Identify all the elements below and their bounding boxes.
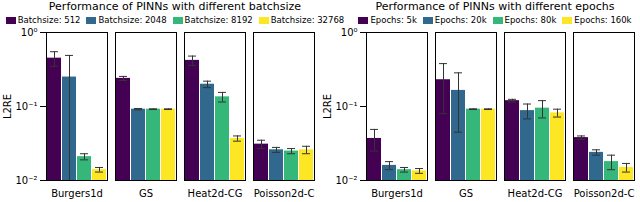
svg-text:10⁻¹: 10⁻¹ [335,101,357,112]
html-text:Batchsize: 8192: Batchsize: 8192 [184,15,253,25]
html-text:Epochs: 20k: Epochs: 20k [434,15,487,25]
html-text:Batchsize: 512: Batchsize: 512 [17,15,81,25]
svg-text:L2RE: L2RE [322,94,333,119]
svg-text:GS: GS [139,188,153,199]
svg-text:L2RE: L2RE [2,94,13,119]
html-text:Epochs: 160k: Epochs: 160k [574,15,632,25]
svg-text:GS: GS [459,188,473,199]
svg-text:Heat2d-CG: Heat2d-CG [188,188,243,199]
svg-text:Heat2d-CG: Heat2d-CG [508,188,563,199]
html-text:Performance of PINNs with diff: Performance of PINNs with different epoc… [375,0,615,13]
svg-text:Poisson2d-C: Poisson2d-C [574,188,635,199]
svg-text:10⁻²: 10⁻² [335,175,357,186]
html-text:Performance of PINNs with diff: Performance of PINNs with different batc… [48,0,302,13]
html-text:Batchsize: 2048: Batchsize: 2048 [98,15,167,25]
svg-text:10⁰: 10⁰ [341,27,358,38]
svg-text:Burgers1d: Burgers1d [51,188,103,199]
html-text:Epochs: 80k: Epochs: 80k [504,15,557,25]
svg-text:Burgers1d: Burgers1d [371,188,423,199]
html-text:Batchsize: 32768: Batchsize: 32768 [270,15,345,25]
svg-text:10⁻²: 10⁻² [15,175,37,186]
svg-text:10⁻¹: 10⁻¹ [15,101,37,112]
svg-text:Poisson2d-C: Poisson2d-C [254,188,315,199]
html-text:Epochs: 5k: Epochs: 5k [370,15,417,25]
svg-text:10⁰: 10⁰ [21,27,38,38]
